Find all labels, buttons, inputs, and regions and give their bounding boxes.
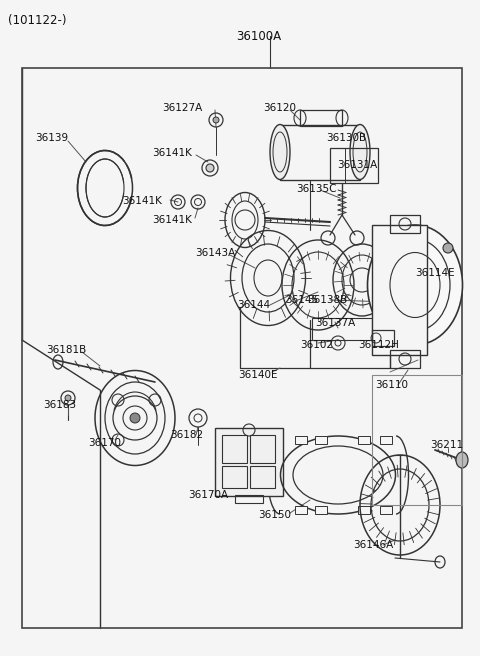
Ellipse shape [456,452,468,468]
Text: 36143A: 36143A [195,248,235,258]
Circle shape [65,395,71,401]
Circle shape [206,164,214,172]
Bar [390,215,420,233]
Circle shape [130,413,140,423]
Ellipse shape [368,225,463,345]
Bar [372,330,394,346]
Bar [280,125,360,180]
Text: 36170A: 36170A [188,490,228,500]
Bar [235,495,263,503]
Bar [222,466,247,488]
Circle shape [213,117,219,123]
Text: 36183: 36183 [43,400,76,410]
Text: 36170: 36170 [88,438,121,448]
Circle shape [443,243,453,253]
Text: 36141K: 36141K [152,148,192,158]
Text: 36114E: 36114E [415,268,455,278]
Bar [372,375,462,505]
Text: 36131A: 36131A [337,160,377,170]
Bar [315,436,327,444]
Bar [300,110,342,126]
Bar [22,68,462,628]
Text: 36144: 36144 [237,300,270,310]
Bar [222,435,247,463]
Text: 36102: 36102 [300,340,333,350]
Text: 36182: 36182 [170,430,203,440]
Bar [250,435,275,463]
Text: 36110: 36110 [375,380,408,390]
Bar [215,428,283,496]
Text: 36135C: 36135C [296,184,336,194]
Text: 36140E: 36140E [238,370,277,380]
Text: 36137A: 36137A [315,318,355,328]
Text: 36150: 36150 [258,510,291,520]
Bar [358,436,370,444]
Text: 36145: 36145 [285,295,318,305]
Text: (101122-): (101122-) [8,14,67,27]
Text: 36146A: 36146A [353,540,393,550]
Bar [295,506,307,514]
Bar [295,436,307,444]
Ellipse shape [350,125,370,180]
Bar [312,318,372,340]
Bar [250,466,275,488]
Text: 36139: 36139 [35,133,68,143]
Text: 36100A: 36100A [236,30,281,43]
Bar [380,436,392,444]
Bar [330,148,378,183]
Bar [390,350,420,368]
Bar [372,225,427,355]
Text: 36211: 36211 [430,440,463,450]
Text: 36127A: 36127A [162,103,202,113]
Ellipse shape [270,125,290,180]
Text: 36181B: 36181B [46,345,86,355]
Bar [358,506,370,514]
Text: 36141K: 36141K [152,215,192,225]
Bar [315,506,327,514]
Bar [380,506,392,514]
Text: 36138B: 36138B [307,295,347,305]
Text: 36141K: 36141K [122,196,162,206]
Text: 36120: 36120 [263,103,296,113]
Text: 36130B: 36130B [326,133,366,143]
Text: 36112H: 36112H [358,340,399,350]
